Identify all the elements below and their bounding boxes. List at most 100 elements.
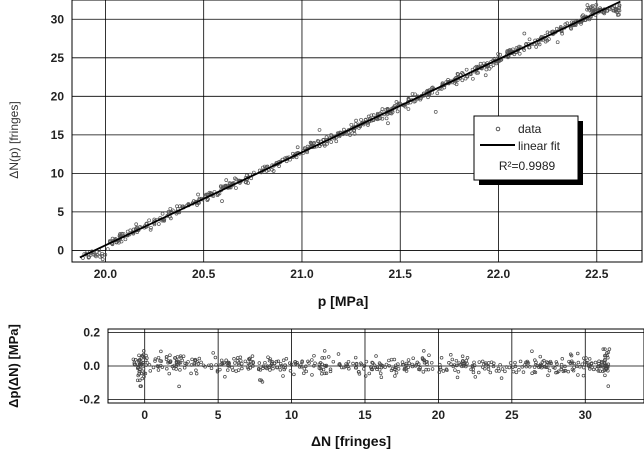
data-point bbox=[484, 67, 489, 72]
residual-point bbox=[518, 359, 523, 364]
residual-point bbox=[593, 360, 598, 365]
residual-point bbox=[568, 352, 573, 357]
residual-point bbox=[324, 363, 329, 368]
residual-point bbox=[197, 356, 202, 361]
x-tick-label: 21.5 bbox=[389, 267, 413, 281]
residual-point bbox=[461, 361, 465, 365]
residual-point bbox=[498, 362, 502, 367]
data-point bbox=[344, 132, 349, 136]
residual-point bbox=[576, 360, 581, 365]
data-point bbox=[147, 218, 151, 223]
residual-point bbox=[449, 353, 453, 357]
data-point bbox=[134, 226, 139, 230]
data-point bbox=[395, 102, 400, 107]
residual-point bbox=[281, 358, 286, 363]
x-tick-label: 22.5 bbox=[585, 267, 609, 281]
data-point bbox=[348, 133, 352, 137]
residual-point bbox=[181, 354, 186, 358]
residual-point bbox=[258, 378, 262, 382]
residual-point bbox=[426, 367, 431, 372]
residual-point bbox=[488, 370, 493, 375]
data-point bbox=[585, 3, 590, 7]
residual-point bbox=[292, 372, 296, 377]
residual-point bbox=[526, 361, 531, 365]
data-point bbox=[120, 231, 124, 236]
data-point bbox=[605, 9, 610, 13]
residual-point bbox=[606, 362, 611, 367]
data-point bbox=[315, 139, 320, 143]
data-point bbox=[601, 10, 606, 15]
data-point bbox=[156, 222, 161, 226]
residual-point bbox=[136, 362, 140, 366]
data-point bbox=[534, 45, 539, 49]
residual-point bbox=[142, 374, 146, 379]
residual-point bbox=[425, 362, 429, 367]
residual-point bbox=[141, 360, 146, 365]
residual-point bbox=[369, 365, 373, 369]
data-point bbox=[617, 3, 622, 8]
residual-point bbox=[590, 365, 594, 370]
legend-data-marker bbox=[495, 126, 501, 132]
data-point bbox=[430, 85, 435, 90]
residual-point bbox=[540, 360, 545, 364]
residual-point bbox=[178, 360, 183, 365]
residual-point bbox=[141, 352, 146, 357]
residual-point bbox=[141, 367, 146, 371]
residual-point bbox=[359, 362, 364, 367]
data-point bbox=[342, 127, 346, 132]
residual-point bbox=[156, 368, 161, 372]
residual-point bbox=[192, 362, 197, 367]
residual-point bbox=[406, 365, 411, 369]
data-point bbox=[568, 25, 573, 30]
residual-point bbox=[445, 368, 449, 373]
residual-point bbox=[184, 361, 189, 366]
residual-point bbox=[591, 367, 596, 372]
data-point bbox=[412, 99, 417, 104]
residual-point bbox=[510, 365, 515, 369]
residual-point bbox=[603, 347, 607, 351]
residual-chart-frame bbox=[107, 328, 644, 404]
residual-point bbox=[477, 360, 482, 364]
residual-point bbox=[500, 367, 505, 371]
residual-point bbox=[499, 376, 504, 380]
data-point bbox=[555, 40, 560, 45]
data-point bbox=[505, 49, 510, 53]
residual-point bbox=[439, 367, 443, 372]
residual-point bbox=[278, 361, 283, 366]
data-point bbox=[474, 71, 479, 75]
data-point bbox=[371, 113, 376, 117]
residual-point bbox=[533, 363, 538, 367]
residual-point bbox=[155, 364, 160, 368]
residual-point bbox=[598, 363, 602, 368]
data-point bbox=[464, 67, 469, 72]
data-point bbox=[435, 91, 440, 96]
residual-point bbox=[584, 356, 588, 360]
x-tick-label: 25 bbox=[505, 408, 519, 422]
residual-point bbox=[136, 358, 141, 363]
data-point bbox=[322, 143, 327, 148]
residual-point bbox=[533, 358, 537, 362]
residual-point bbox=[189, 371, 193, 376]
residual-point bbox=[211, 351, 215, 355]
residual-point bbox=[263, 360, 267, 365]
data-point bbox=[175, 204, 179, 209]
data-point bbox=[134, 222, 139, 227]
data-point bbox=[460, 71, 464, 75]
residual-point bbox=[598, 369, 602, 373]
residual-point bbox=[302, 367, 307, 371]
residual-point bbox=[606, 355, 610, 360]
data-point bbox=[418, 97, 423, 102]
data-point bbox=[103, 252, 108, 257]
data-point bbox=[598, 6, 602, 11]
residual-point bbox=[320, 356, 324, 360]
residual-point bbox=[572, 361, 576, 366]
residual-point bbox=[231, 368, 235, 372]
residual-point bbox=[219, 358, 224, 363]
residual-point bbox=[239, 358, 243, 363]
residual-point bbox=[472, 360, 476, 365]
residual-point bbox=[601, 347, 606, 351]
residual-point bbox=[178, 368, 182, 372]
residual-point bbox=[142, 371, 146, 375]
x-tick-label: 5 bbox=[215, 408, 222, 422]
residual-point bbox=[300, 360, 304, 365]
